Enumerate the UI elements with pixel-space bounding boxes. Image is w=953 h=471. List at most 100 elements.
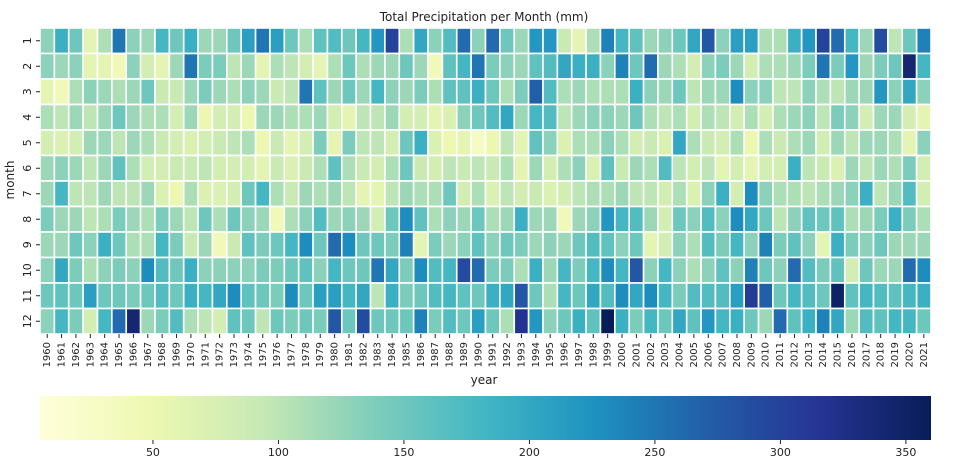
heatmap-cell: [125, 307, 142, 335]
heatmap-cell: [455, 103, 472, 131]
heatmap-cell: [283, 154, 300, 182]
heatmap-cell: [82, 129, 99, 157]
heatmap-cell: [800, 78, 817, 106]
x-tick-label: 1966: [128, 342, 139, 367]
heatmap-cell: [211, 154, 228, 182]
heatmap-cell: [887, 256, 904, 284]
heatmap-cell: [585, 78, 602, 106]
heatmap-cell: [297, 52, 314, 80]
heatmap-cell: [139, 307, 156, 335]
heatmap-cell: [283, 103, 300, 131]
heatmap-cell: [211, 307, 228, 335]
heatmap-cell: [700, 282, 717, 310]
heatmap-cell: [283, 231, 300, 259]
heatmap-cell: [570, 205, 587, 233]
heatmap-cell: [829, 129, 846, 157]
heatmap-cell: [53, 52, 70, 80]
x-tick-label: 1996: [560, 342, 571, 367]
x-tick-label: 1987: [430, 342, 441, 367]
heatmap-cell: [369, 282, 386, 310]
heatmap-cell: [39, 231, 56, 259]
heatmap-cell: [441, 103, 458, 131]
colorbar-tick-label: 350: [895, 446, 916, 459]
heatmap-cell: [757, 52, 774, 80]
heatmap-cell: [470, 103, 487, 131]
heatmap-cell: [197, 154, 214, 182]
heatmap-cell: [82, 231, 99, 259]
heatmap-cell: [326, 27, 343, 55]
heatmap-cell: [743, 154, 760, 182]
heatmap-cell: [499, 205, 516, 233]
x-tick-label: 1970: [186, 342, 197, 367]
heatmap-cell: [513, 27, 530, 55]
heatmap-cell: [226, 78, 242, 106]
x-tick-label: 1978: [301, 342, 312, 367]
heatmap-cell: [843, 78, 860, 106]
heatmap-cell: [412, 307, 429, 335]
heatmap-cell: [872, 154, 889, 182]
heatmap-cell: [240, 307, 257, 335]
x-tick-label: 1962: [71, 342, 82, 367]
heatmap-cell: [96, 27, 113, 55]
heatmap-cell: [872, 205, 889, 233]
y-tick-label: 5: [21, 139, 34, 146]
heatmap-cell: [599, 231, 616, 259]
heatmap-cell: [470, 282, 487, 310]
heatmap-cell: [757, 27, 774, 55]
heatmap-cell: [786, 205, 803, 233]
heatmap-cell: [614, 154, 631, 182]
heatmap-cell: [283, 205, 300, 233]
heatmap-cell: [168, 205, 185, 233]
heatmap-cell: [570, 231, 587, 259]
heatmap-cell: [901, 129, 918, 157]
heatmap-cell: [714, 129, 731, 157]
heatmap-cell: [240, 27, 257, 55]
heatmap-cell: [800, 231, 817, 259]
heatmap-cell: [254, 52, 271, 80]
heatmap-cell: [757, 154, 774, 182]
heatmap-cell: [657, 52, 674, 80]
heatmap-cell: [53, 205, 70, 233]
heatmap-cell: [800, 27, 817, 55]
heatmap-cell: [441, 27, 458, 55]
heatmap-cell: [139, 154, 156, 182]
heatmap-cell: [843, 27, 860, 55]
heatmap-cell: [82, 52, 99, 80]
heatmap-cell: [901, 256, 918, 284]
heatmap-cell: [843, 282, 860, 310]
heatmap-cell: [211, 256, 228, 284]
heatmap-cell: [269, 103, 286, 131]
colorbar-tick-label: 300: [770, 446, 791, 459]
heatmap-cell: [858, 205, 875, 233]
heatmap-cell: [872, 129, 889, 157]
heatmap-cell: [570, 256, 587, 284]
heatmap-cell: [743, 231, 760, 259]
heatmap-cell: [599, 307, 616, 335]
heatmap-cell: [729, 282, 745, 310]
heatmap-cell: [111, 282, 128, 310]
heatmap-cell: [398, 52, 415, 80]
heatmap-cell: [369, 205, 386, 233]
heatmap-cell: [254, 231, 271, 259]
colorbar-tick-label: 50: [146, 446, 160, 459]
heatmap-cell: [427, 27, 444, 55]
heatmap-cell: [168, 103, 185, 131]
x-tick-label: 2013: [804, 342, 815, 367]
heatmap-cell: [671, 282, 688, 310]
heatmap-cell: [800, 205, 817, 233]
heatmap-cell: [829, 205, 846, 233]
heatmap-cell: [858, 231, 875, 259]
heatmap-cell: [642, 180, 659, 208]
heatmap-cell: [642, 103, 659, 131]
heatmap-cell: [139, 180, 156, 208]
heatmap-cell: [800, 129, 817, 157]
heatmap-cell: [757, 256, 774, 284]
heatmap-cell: [412, 256, 429, 284]
heatmap-cell: [139, 129, 156, 157]
heatmap-cell: [53, 307, 70, 335]
heatmap-cell: [154, 52, 171, 80]
heatmap-cell: [657, 103, 674, 131]
heatmap-cell: [168, 307, 185, 335]
heatmap-cell: [614, 27, 631, 55]
heatmap-cell: [657, 129, 674, 157]
